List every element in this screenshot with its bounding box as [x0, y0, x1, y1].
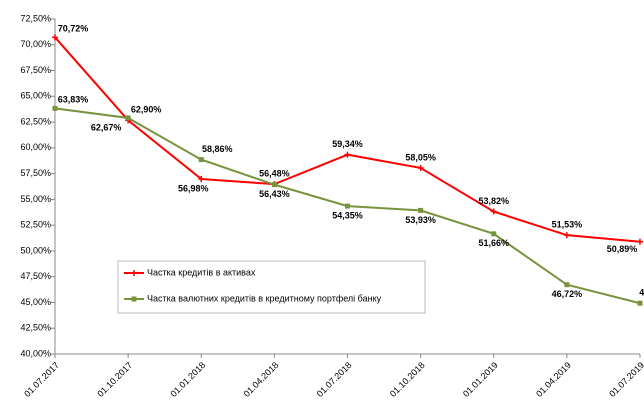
y-tick-label: 60,00% [20, 142, 51, 152]
y-tick-label: 52,50% [20, 220, 51, 230]
data-label: 56,98% [178, 183, 209, 193]
y-tick-label: 47,50% [20, 271, 51, 281]
data-label: 56,48% [259, 169, 290, 179]
data-label: 44,9 [639, 288, 644, 298]
y-tick-label: 57,50% [20, 168, 51, 178]
data-label: 59,34% [332, 139, 363, 149]
y-tick-label: 55,00% [20, 194, 51, 204]
y-tick-label: 40,00% [20, 348, 51, 358]
y-tick-label: 70,00% [20, 39, 51, 49]
marker [198, 157, 204, 163]
legend-marker [131, 296, 137, 302]
data-label: 53,82% [478, 196, 509, 206]
marker [198, 175, 205, 182]
marker [271, 182, 277, 188]
marker [563, 232, 570, 239]
x-tick-label: 01.10.2018 [388, 360, 427, 399]
y-tick-label: 65,00% [20, 91, 51, 101]
x-tick-label: 01.07.2017 [22, 360, 61, 399]
marker [564, 282, 570, 288]
data-label: 53,93% [405, 215, 436, 225]
legend-marker [131, 270, 137, 276]
data-label: 56,43% [259, 189, 290, 199]
marker [418, 207, 424, 213]
legend-label: Частка валютних кредитів в кредитному по… [147, 293, 382, 303]
marker [637, 300, 643, 306]
x-tick-label: 01.07.2019 [607, 360, 644, 399]
data-label: 50,89% [607, 244, 638, 254]
x-tick-label: 01.01.2018 [168, 360, 207, 399]
data-label: 62,67% [91, 123, 122, 133]
marker [345, 203, 350, 209]
data-label: 58,86% [202, 144, 233, 154]
y-tick-label: 50,00% [20, 245, 51, 255]
x-tick-label: 01.10.2017 [95, 360, 134, 399]
y-tick-label: 42,50% [20, 323, 51, 333]
marker [52, 34, 58, 41]
data-label: 51,66% [478, 238, 509, 248]
data-label: 51,53% [552, 220, 583, 230]
x-tick-label: 01.04.2018 [242, 360, 281, 399]
marker [125, 115, 131, 121]
data-label: 46,72% [552, 289, 583, 299]
data-label: 63,83% [58, 95, 89, 105]
data-label: 54,35% [332, 210, 363, 220]
y-tick-label: 67,50% [20, 65, 51, 75]
x-tick-label: 01.07.2018 [315, 360, 354, 399]
data-label: 58,05% [405, 152, 436, 162]
marker [490, 208, 497, 215]
marker [52, 105, 58, 111]
legend-label: Частка кредитів в активах [147, 267, 256, 277]
y-tick-label: 45,00% [20, 297, 51, 307]
marker [637, 238, 643, 245]
y-tick-label: 72,50% [20, 13, 51, 23]
legend: Частка кредитів в активах Частка валютних… [117, 260, 426, 314]
marker [417, 164, 424, 171]
y-tick-label: 62,50% [20, 116, 51, 126]
marker [344, 151, 351, 158]
legend-box [117, 260, 426, 314]
marker [491, 231, 497, 237]
x-tick-label: 01.04.2019 [534, 360, 573, 399]
data-label: 70,72% [58, 24, 89, 34]
data-label: 62,90% [131, 104, 162, 114]
x-tick-label: 01.01.2019 [461, 360, 500, 399]
